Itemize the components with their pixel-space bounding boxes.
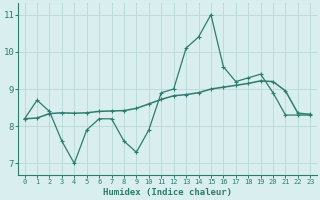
X-axis label: Humidex (Indice chaleur): Humidex (Indice chaleur) xyxy=(103,188,232,197)
